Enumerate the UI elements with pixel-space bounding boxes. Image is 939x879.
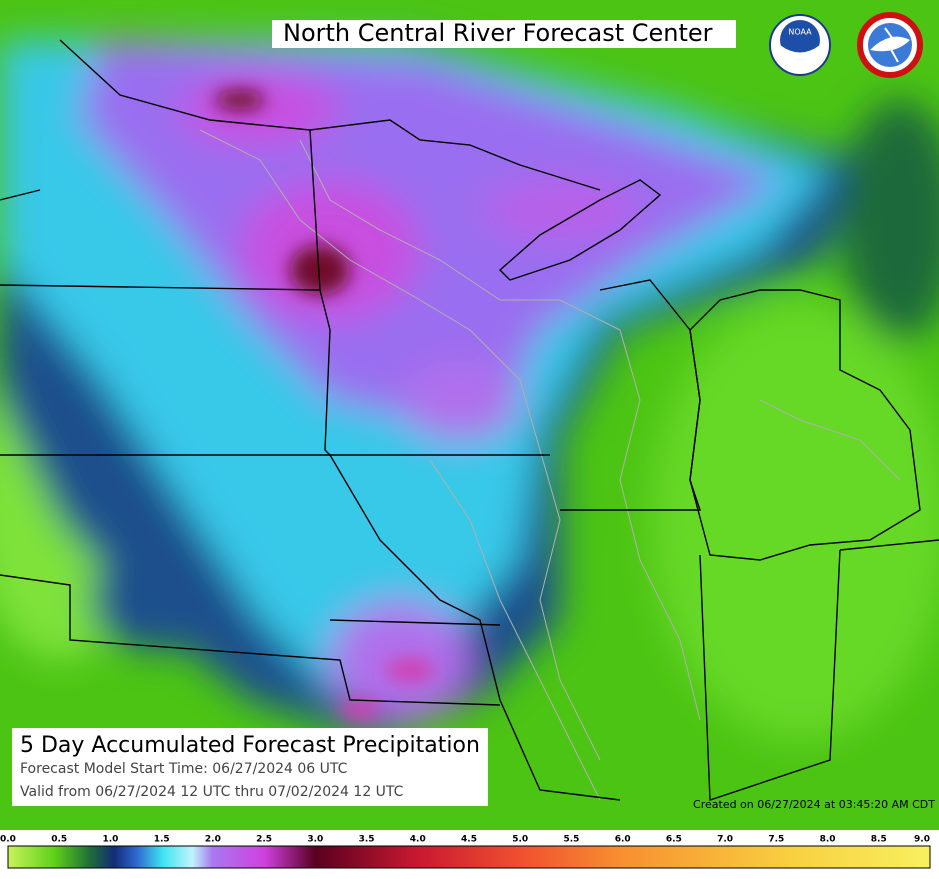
nws-logo (857, 12, 923, 78)
colorbar-tick-label: 2.5 (256, 835, 272, 845)
colorbar-tick-label: 8.5 (871, 835, 887, 845)
info-box (12, 728, 488, 806)
colorbar-tick-label: 6.0 (615, 835, 631, 845)
title: North Central River Forecast Center (283, 19, 713, 47)
created-text: Created on 06/27/2024 at 03:45:20 AM CDT (693, 798, 935, 811)
colorbar-tick-label: 9.0 (914, 835, 930, 845)
noaa-logo: NOAA (769, 14, 831, 76)
colorbar-tick-label: 5.5 (563, 835, 579, 845)
info-valid: Valid from 06/27/2024 12 UTC thru 07/02/… (20, 784, 404, 800)
colorbar-tick-label: 1.5 (154, 835, 170, 845)
colorbar-tick-label: 2.0 (205, 835, 221, 845)
boundaries (0, 39, 939, 801)
colorbar-tick-label: 0.5 (51, 835, 67, 845)
colorbar-tick-label: 3.0 (307, 835, 323, 845)
info-start: Forecast Model Start Time: 06/27/2024 06… (20, 761, 348, 777)
colorbar-tick-label: 6.5 (666, 835, 682, 845)
basin-lines (199, 129, 901, 801)
precip-field (0, 40, 939, 740)
title-box (272, 20, 736, 48)
colorbar-tick-label: 1.0 (102, 835, 118, 845)
colorbar-tick-label: 7.0 (717, 835, 733, 845)
colorbar-tick-label: 7.5 (768, 835, 784, 845)
colorbar-tick-label: 3.5 (359, 835, 375, 845)
colorbar-tick-label: 4.5 (461, 835, 477, 845)
colorbar-tick-label: 4.0 (410, 835, 426, 845)
colorbar (7, 845, 931, 869)
precip-cores (215, 90, 435, 720)
colorbar-tick-label: 8.0 (820, 835, 836, 845)
colorbar-tick-label: 5.0 (512, 835, 528, 845)
info-title: 5 Day Accumulated Forecast Precipitation (20, 733, 480, 758)
colorbar-tick-label: 0.0 (0, 835, 16, 845)
colorbar-ticks: 0.0 0.5 1.0 1.5 2.0 2.5 3.0 3.5 4.0 4.5 5.0 5.5 6.0 6… (0, 835, 930, 845)
noaa-text: NOAA (788, 28, 812, 37)
